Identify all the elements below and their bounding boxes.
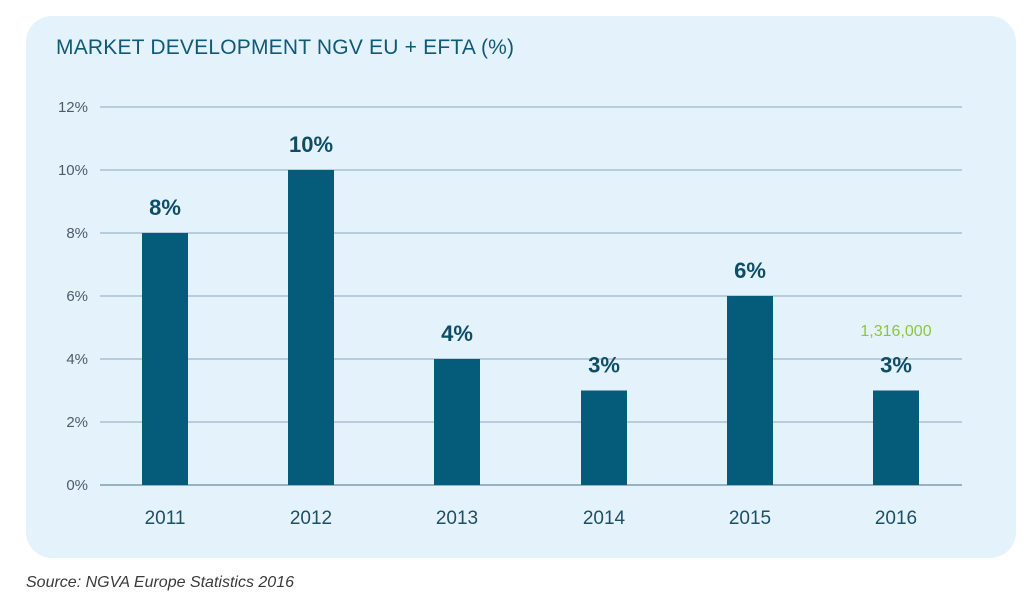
x-tick-label: 2013 — [436, 508, 478, 529]
bar-value-label: 10% — [289, 132, 333, 157]
y-tick-label: 4% — [66, 351, 88, 368]
bar — [873, 390, 919, 485]
bar — [142, 233, 188, 485]
bar — [288, 170, 334, 485]
x-tick-label: 2011 — [145, 508, 186, 529]
bar-value-label: 6% — [734, 258, 766, 283]
y-tick-label: 2% — [66, 414, 88, 431]
x-tick-label: 2014 — [583, 508, 626, 529]
x-tick-label: 2016 — [875, 508, 917, 529]
y-tick-label: 10% — [58, 162, 88, 179]
y-tick-label: 6% — [66, 288, 88, 305]
gridlines — [100, 106, 962, 486]
bar-value-label: 3% — [880, 353, 912, 378]
bar-value-label: 4% — [441, 321, 473, 346]
bar — [727, 296, 773, 485]
x-tick-label: 2015 — [729, 508, 771, 529]
annotation-label: 1,316,000 — [860, 323, 931, 340]
x-tick-label: 2012 — [290, 508, 332, 529]
bar — [581, 390, 627, 485]
y-tick-label: 0% — [66, 477, 88, 494]
bar-value-label: 3% — [588, 353, 620, 378]
chart-title: MARKET DEVELOPMENT NGV EU + EFTA (%) — [56, 36, 515, 59]
y-tick-label: 12% — [58, 99, 88, 116]
bars — [142, 170, 919, 485]
chart-panel — [26, 16, 1016, 558]
annotations: 1,316,000 — [860, 323, 931, 340]
y-tick-label: 8% — [66, 225, 88, 242]
value-labels: 8% 10% 4% 3% 6% 3% — [149, 132, 912, 378]
x-axis-ticks: 2011 2012 2013 2014 2015 2016 — [145, 508, 918, 529]
y-axis-ticks: 0% 2% 4% 6% 8% 10% 12% — [58, 99, 88, 494]
bar — [434, 359, 480, 485]
bar-value-label: 8% — [149, 195, 181, 220]
source-note: Source: NGVA Europe Statistics 2016 — [26, 574, 294, 591]
